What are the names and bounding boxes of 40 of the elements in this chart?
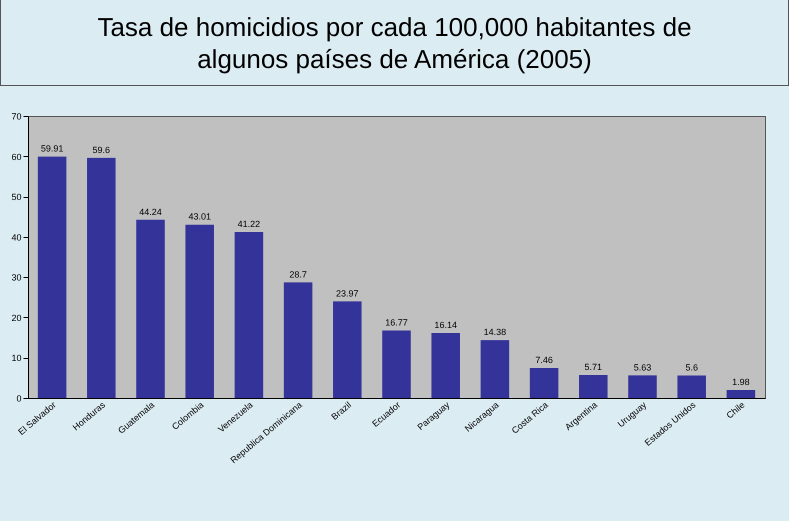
- data-label: 5.63: [634, 362, 652, 372]
- bar: [185, 224, 214, 398]
- y-tick-label: 30: [11, 272, 22, 283]
- bar: [136, 220, 165, 398]
- data-label: 5.71: [584, 362, 602, 372]
- bar: [87, 158, 116, 398]
- data-label: 5.6: [685, 362, 698, 372]
- bar: [726, 390, 756, 398]
- y-tick-label: 40: [11, 232, 22, 242]
- data-label: 16.77: [385, 317, 408, 328]
- data-label: 59.6: [92, 144, 110, 155]
- data-label: 41.22: [238, 218, 260, 229]
- data-label: 23.97: [336, 288, 359, 298]
- y-tick-label: 50: [11, 192, 22, 202]
- y-tick-label: 20: [11, 312, 22, 323]
- bar: [333, 301, 362, 398]
- bar: [234, 232, 264, 398]
- bar: [579, 374, 608, 398]
- y-tick-label: 10: [11, 353, 22, 364]
- data-label: 43.01: [188, 212, 211, 222]
- data-label: 28.7: [289, 269, 307, 280]
- data-label: 59.91: [40, 144, 64, 154]
- bar: [530, 368, 558, 398]
- bar: [480, 340, 510, 398]
- data-label: 14.38: [484, 327, 506, 338]
- bar: [628, 375, 657, 398]
- y-tick-label: 60: [11, 152, 22, 162]
- bar: [284, 282, 312, 398]
- bar: [382, 330, 411, 398]
- bar: [677, 375, 706, 398]
- data-label: 7.46: [535, 354, 553, 365]
- y-tick-label: 70: [11, 112, 22, 122]
- data-label: 44.24: [139, 206, 162, 217]
- chart-title: Tasa de homicidios por cada 100,000 habitantes de algunos países de América (2005): [0, 0, 789, 86]
- bar: [431, 332, 460, 398]
- data-label: 16.14: [434, 320, 457, 330]
- x-tick-label: Chile: [724, 400, 747, 421]
- data-label: 1.98: [732, 377, 750, 388]
- bar: [38, 156, 66, 398]
- y-tick-label: 0: [16, 394, 22, 404]
